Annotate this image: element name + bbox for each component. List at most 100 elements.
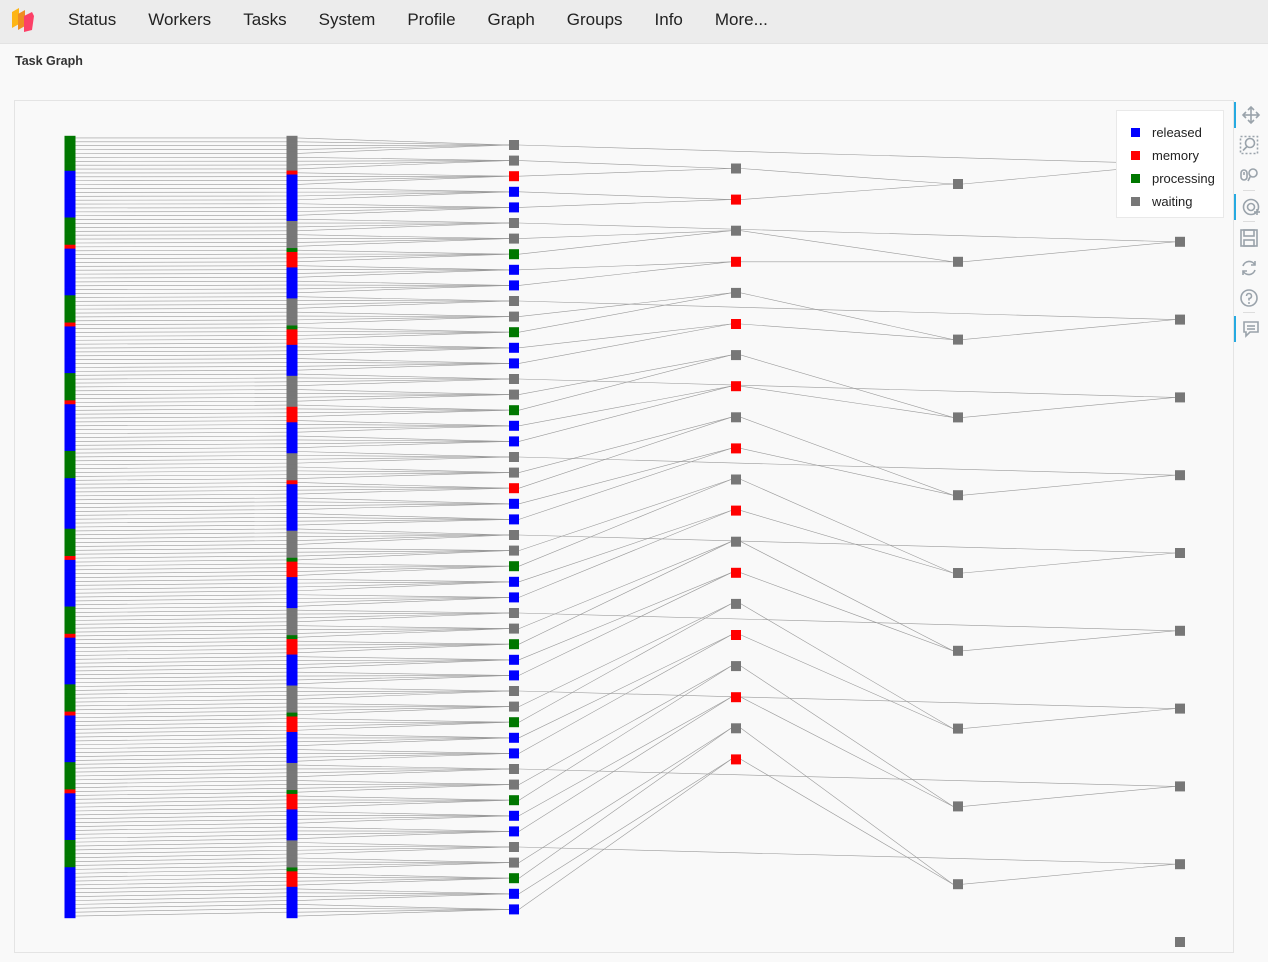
task-node-released[interactable] (64, 353, 76, 358)
task-node-released[interactable] (509, 342, 519, 353)
task-node-released[interactable] (286, 821, 298, 826)
task-node-released[interactable] (286, 484, 298, 489)
task-node-released[interactable] (286, 658, 298, 663)
task-node-released[interactable] (286, 592, 298, 597)
task-node-waiting[interactable] (286, 848, 298, 853)
task-node-released[interactable] (64, 886, 76, 891)
task-node-waiting[interactable] (286, 464, 298, 470)
task-node-memory[interactable] (286, 480, 298, 485)
task-node-waiting[interactable] (286, 472, 298, 477)
task-node-waiting[interactable] (1175, 625, 1185, 636)
task-node-processing[interactable] (64, 684, 76, 689)
task-node-processing[interactable] (64, 135, 76, 141)
task-node-waiting[interactable] (286, 851, 298, 857)
save-tool[interactable] (1234, 225, 1264, 251)
task-node-waiting[interactable] (731, 598, 741, 609)
task-node-released[interactable] (286, 430, 298, 435)
task-node-waiting[interactable] (953, 412, 963, 423)
task-node-released[interactable] (286, 286, 298, 292)
task-node-released[interactable] (286, 507, 298, 512)
nav-more[interactable]: More... (714, 10, 768, 29)
task-node-waiting[interactable] (286, 608, 298, 613)
task-node-released[interactable] (286, 898, 298, 903)
nav-profile[interactable]: Profile (407, 10, 456, 29)
task-node-processing[interactable] (64, 384, 76, 390)
task-node-released[interactable] (64, 563, 76, 569)
task-node-released[interactable] (64, 738, 76, 744)
box-zoom-tool[interactable] (1234, 132, 1264, 158)
task-node-released[interactable] (64, 279, 76, 285)
task-node-released[interactable] (64, 338, 76, 343)
task-node-released[interactable] (286, 913, 298, 919)
task-node-memory[interactable] (731, 381, 741, 392)
task-node-released[interactable] (286, 515, 298, 520)
task-node-released[interactable] (64, 478, 76, 483)
task-node-memory[interactable] (64, 789, 76, 794)
task-node-released[interactable] (64, 742, 76, 748)
task-node-released[interactable] (64, 801, 76, 806)
task-node-released[interactable] (286, 499, 298, 504)
help-tool[interactable] (1234, 285, 1264, 311)
task-node-released[interactable] (509, 202, 519, 213)
task-node-released[interactable] (286, 352, 298, 357)
task-node-released[interactable] (286, 759, 298, 764)
task-node-released[interactable] (64, 170, 76, 176)
task-node-waiting[interactable] (286, 619, 298, 624)
task-node-released[interactable] (64, 404, 76, 409)
task-node-released[interactable] (509, 904, 519, 915)
task-node-released[interactable] (286, 817, 298, 822)
plot-frame[interactable] (14, 100, 1234, 953)
task-node-released[interactable] (286, 894, 298, 899)
task-node-released[interactable] (509, 576, 519, 587)
task-node-memory[interactable] (286, 259, 298, 264)
task-node-waiting[interactable] (509, 779, 519, 790)
task-node-waiting[interactable] (286, 162, 298, 168)
task-node-waiting[interactable] (286, 770, 298, 775)
task-node-waiting[interactable] (286, 611, 298, 617)
task-node-waiting[interactable] (1175, 314, 1185, 325)
task-node-processing[interactable] (64, 380, 76, 386)
task-node-processing[interactable] (509, 561, 519, 572)
task-node-waiting[interactable] (286, 553, 298, 559)
task-node-released[interactable] (286, 209, 298, 214)
task-node-processing[interactable] (64, 318, 76, 323)
task-node-processing[interactable] (64, 548, 76, 553)
task-node-released[interactable] (286, 673, 298, 679)
task-node-released[interactable] (286, 836, 298, 841)
task-node-released[interactable] (64, 186, 76, 191)
task-node-processing[interactable] (64, 769, 76, 775)
task-node-released[interactable] (64, 291, 76, 296)
task-node-released[interactable] (64, 178, 76, 183)
task-node-released[interactable] (64, 408, 76, 413)
task-node-released[interactable] (64, 836, 76, 841)
task-node-released[interactable] (286, 735, 298, 741)
task-node-released[interactable] (64, 256, 76, 261)
task-node-released[interactable] (286, 201, 298, 206)
task-node-released[interactable] (286, 186, 298, 191)
task-node-released[interactable] (509, 592, 519, 603)
task-node-released[interactable] (64, 882, 76, 888)
task-node-released[interactable] (509, 748, 519, 759)
task-node-released[interactable] (64, 182, 76, 187)
task-node-waiting[interactable] (286, 704, 298, 710)
task-node-released[interactable] (286, 584, 298, 590)
task-node-processing[interactable] (64, 629, 76, 635)
task-node-waiting[interactable] (286, 166, 298, 172)
task-node-released[interactable] (286, 371, 298, 377)
task-node-released[interactable] (286, 890, 298, 895)
task-node-released[interactable] (64, 750, 76, 755)
task-node-waiting[interactable] (286, 143, 298, 148)
task-node-waiting[interactable] (1175, 470, 1185, 481)
task-node-released[interactable] (286, 282, 298, 288)
task-node-released[interactable] (64, 567, 76, 572)
task-node-released[interactable] (64, 824, 76, 829)
task-node-waiting[interactable] (286, 302, 298, 307)
task-node-released[interactable] (286, 267, 298, 272)
task-node-released[interactable] (64, 252, 76, 257)
task-node-released[interactable] (64, 431, 76, 436)
task-node-processing[interactable] (64, 225, 76, 230)
task-node-released[interactable] (64, 482, 76, 487)
task-node-processing[interactable] (64, 147, 76, 152)
task-node-waiting[interactable] (509, 155, 519, 166)
